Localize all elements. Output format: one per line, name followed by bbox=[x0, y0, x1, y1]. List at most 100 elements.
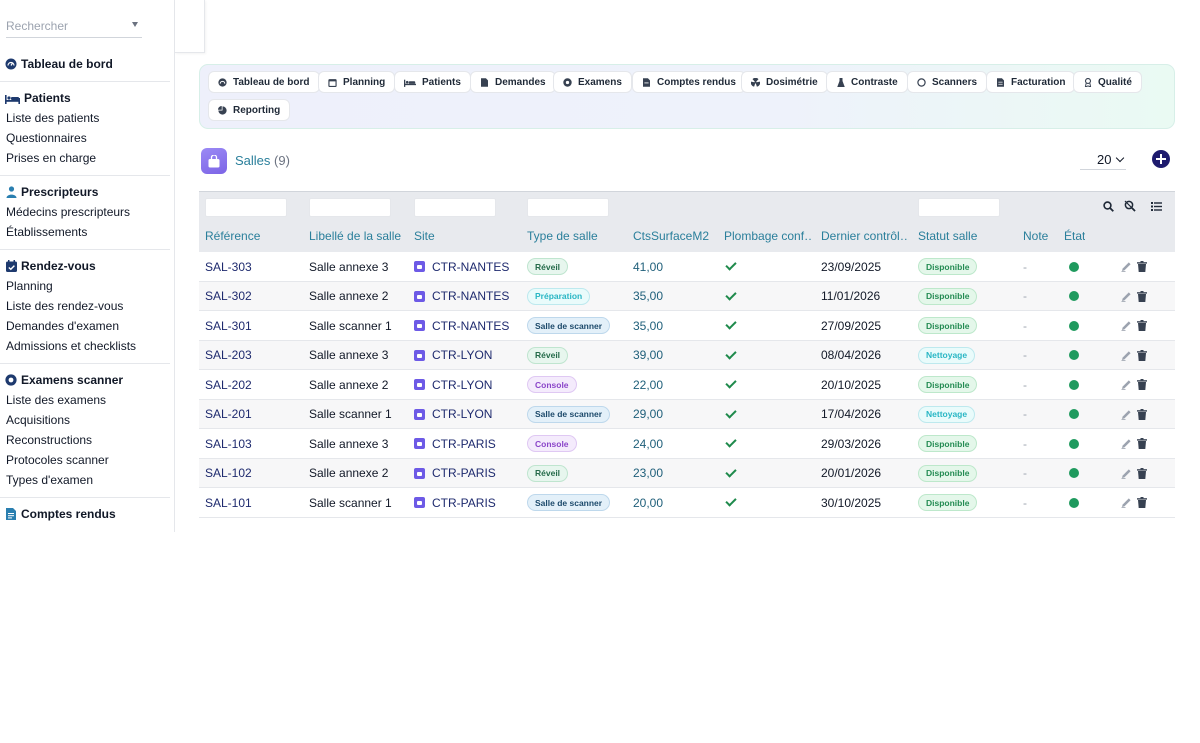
edit-icon[interactable] bbox=[1121, 409, 1132, 420]
col-type[interactable]: Type de salle bbox=[527, 229, 598, 243]
table-row[interactable]: SAL-101 Salle scanner 1 CTR-PARIS Salle de … bbox=[199, 488, 1175, 518]
nav-item-examens-list[interactable]: Liste des examens bbox=[6, 393, 107, 407]
nav-item-patients-list[interactable]: Liste des patients bbox=[6, 111, 100, 125]
quicknav-tableau-de-bord[interactable]: Tableau de bord bbox=[208, 71, 320, 93]
search-icon[interactable] bbox=[1102, 200, 1114, 212]
cell-site[interactable]: CTR-NANTES bbox=[414, 311, 509, 340]
edit-icon[interactable] bbox=[1121, 497, 1132, 508]
quicknav-contraste[interactable]: Contraste bbox=[826, 71, 908, 93]
nav-item-medecins[interactable]: Médecins prescripteurs bbox=[6, 205, 131, 219]
clear-filter-icon[interactable] bbox=[1124, 200, 1136, 212]
cell-libelle: Salle annexe 3 bbox=[309, 436, 389, 451]
table-row[interactable]: SAL-103 Salle annexe 3 CTR-PARIS Console 24,… bbox=[199, 429, 1175, 459]
cell-site[interactable]: CTR-LYON bbox=[414, 370, 492, 399]
table-row[interactable]: SAL-102 Salle annexe 2 CTR-PARIS Réveil 23,0… bbox=[199, 458, 1175, 488]
filter-statut[interactable] bbox=[918, 198, 1000, 217]
edit-icon[interactable] bbox=[1121, 350, 1132, 361]
trash-icon[interactable] bbox=[1137, 261, 1147, 272]
trash-icon[interactable] bbox=[1137, 497, 1147, 508]
nav-item-planning[interactable]: Planning bbox=[6, 279, 53, 293]
quicknav-dosimetrie[interactable]: Dosimétrie bbox=[741, 71, 828, 93]
trash-icon[interactable] bbox=[1137, 290, 1147, 302]
cell-reference[interactable]: SAL-103 bbox=[205, 436, 252, 451]
quicknav-patients[interactable]: Patients bbox=[394, 71, 471, 93]
trash-icon[interactable] bbox=[1137, 467, 1147, 479]
add-button[interactable] bbox=[1152, 150, 1170, 168]
quicknav-comptes-rendus[interactable]: Comptes rendus bbox=[632, 71, 746, 93]
nav-item-acquisitions[interactable]: Acquisitions bbox=[6, 413, 71, 427]
col-site[interactable]: Site bbox=[414, 229, 435, 243]
search-input[interactable] bbox=[6, 16, 124, 36]
edit-icon[interactable] bbox=[1121, 291, 1132, 302]
nav-item-demandes[interactable]: Demandes d'examen bbox=[6, 319, 120, 333]
quicknav-planning[interactable]: Planning bbox=[318, 71, 396, 93]
edit-icon[interactable] bbox=[1121, 438, 1132, 449]
nav-item-questionnaires[interactable]: Questionnaires bbox=[6, 131, 87, 145]
nav-item-etablissements[interactable]: Établissements bbox=[6, 225, 88, 239]
edit-icon[interactable] bbox=[1121, 379, 1132, 390]
table-row[interactable]: SAL-201 Salle scanner 1 CTR-LYON Salle de s… bbox=[199, 399, 1175, 429]
col-etat[interactable]: État bbox=[1064, 229, 1086, 243]
quicknav-scanners[interactable]: Scanners bbox=[907, 71, 988, 93]
trash-icon[interactable] bbox=[1137, 408, 1147, 420]
col-statut[interactable]: Statut salle bbox=[918, 229, 978, 243]
quicknav-examens[interactable]: Examens bbox=[553, 71, 632, 93]
col-reference[interactable]: Référence bbox=[205, 229, 261, 243]
filter-libelle[interactable] bbox=[309, 198, 391, 217]
cell-reference[interactable]: SAL-301 bbox=[205, 318, 252, 333]
page-size-select[interactable]: 20 bbox=[1080, 150, 1126, 170]
cell-reference[interactable]: SAL-101 bbox=[205, 495, 252, 510]
table-header: Référence Libellé de la salle Site Type … bbox=[199, 191, 1175, 252]
cell-site[interactable]: CTR-NANTES bbox=[414, 282, 509, 311]
cell-reference[interactable]: SAL-102 bbox=[205, 466, 252, 480]
cell-site[interactable]: CTR-PARIS bbox=[414, 488, 496, 517]
cell-site[interactable]: CTR-PARIS bbox=[414, 459, 496, 488]
col-note[interactable]: Note bbox=[1023, 229, 1049, 243]
filter-site[interactable] bbox=[414, 198, 496, 217]
nav-item-types-examen[interactable]: Types d'examen bbox=[6, 473, 94, 487]
nav-item-protocoles[interactable]: Protocoles scanner bbox=[6, 453, 109, 467]
table-row[interactable]: SAL-301 Salle scanner 1 CTR-NANTES Salle de… bbox=[199, 311, 1175, 341]
cell-site[interactable]: CTR-LYON bbox=[414, 341, 492, 370]
nav-item-prises-en-charge[interactable]: Prises en charge bbox=[6, 151, 97, 165]
quicknav-reporting[interactable]: Reporting bbox=[208, 99, 291, 121]
cell-reference[interactable]: SAL-203 bbox=[205, 348, 252, 362]
list-columns-icon[interactable] bbox=[1150, 200, 1162, 212]
filter-reference[interactable] bbox=[205, 198, 287, 217]
col-dernier-controle[interactable]: Dernier contrôl… bbox=[821, 229, 909, 243]
edit-icon[interactable] bbox=[1121, 320, 1132, 331]
cell-reference[interactable]: SAL-303 bbox=[205, 259, 252, 274]
trash-icon[interactable] bbox=[1137, 438, 1147, 449]
cell-site[interactable]: CTR-PARIS bbox=[414, 429, 496, 458]
trash-icon[interactable] bbox=[1137, 320, 1147, 331]
table-row[interactable]: SAL-302 Salle annexe 2 CTR-NANTES Préparati… bbox=[199, 281, 1175, 311]
quicknav-facturation[interactable]: Facturation bbox=[986, 71, 1076, 93]
cell-site[interactable]: CTR-LYON bbox=[414, 400, 492, 429]
cell-reference[interactable]: SAL-202 bbox=[205, 377, 252, 392]
chevron-down-icon[interactable] bbox=[132, 22, 138, 27]
nav-item-admissions[interactable]: Admissions et checklists bbox=[6, 339, 137, 353]
cell-reference[interactable]: SAL-201 bbox=[205, 407, 252, 421]
quicknav-qualite[interactable]: Qualité bbox=[1073, 71, 1142, 93]
table-row[interactable]: SAL-303 Salle annexe 3 CTR-NANTES Réveil 41,… bbox=[199, 252, 1175, 282]
cell-surface: 41,00 bbox=[633, 259, 664, 274]
cell-site[interactable]: CTR-NANTES bbox=[414, 252, 509, 281]
edit-icon[interactable] bbox=[1121, 261, 1132, 272]
trash-icon[interactable] bbox=[1137, 349, 1147, 361]
nav-dashboard[interactable]: Tableau de bord bbox=[0, 54, 170, 74]
edit-icon[interactable] bbox=[1121, 468, 1132, 479]
table-row[interactable]: SAL-202 Salle annexe 2 CTR-LYON Console 22,0… bbox=[199, 370, 1175, 400]
check-icon bbox=[725, 347, 737, 360]
col-plombage[interactable]: Plombage conf… bbox=[724, 229, 812, 243]
nav-item-reconstructions[interactable]: Reconstructions bbox=[6, 433, 93, 447]
nav-item-rdv-list[interactable]: Liste des rendez-vous bbox=[6, 299, 124, 313]
quicknav-demandes[interactable]: Demandes bbox=[470, 71, 556, 93]
trash-icon[interactable] bbox=[1137, 379, 1147, 390]
cell-reference[interactable]: SAL-302 bbox=[205, 289, 252, 303]
status-badge: Disponible bbox=[918, 464, 978, 482]
col-libelle[interactable]: Libellé de la salle bbox=[309, 229, 402, 243]
table-row[interactable]: SAL-203 Salle annexe 3 CTR-LYON Réveil 39,00… bbox=[199, 340, 1175, 370]
search-field[interactable] bbox=[6, 16, 142, 38]
filter-type[interactable] bbox=[527, 198, 609, 217]
col-surface[interactable]: CtsSurfaceM2 bbox=[633, 229, 710, 243]
